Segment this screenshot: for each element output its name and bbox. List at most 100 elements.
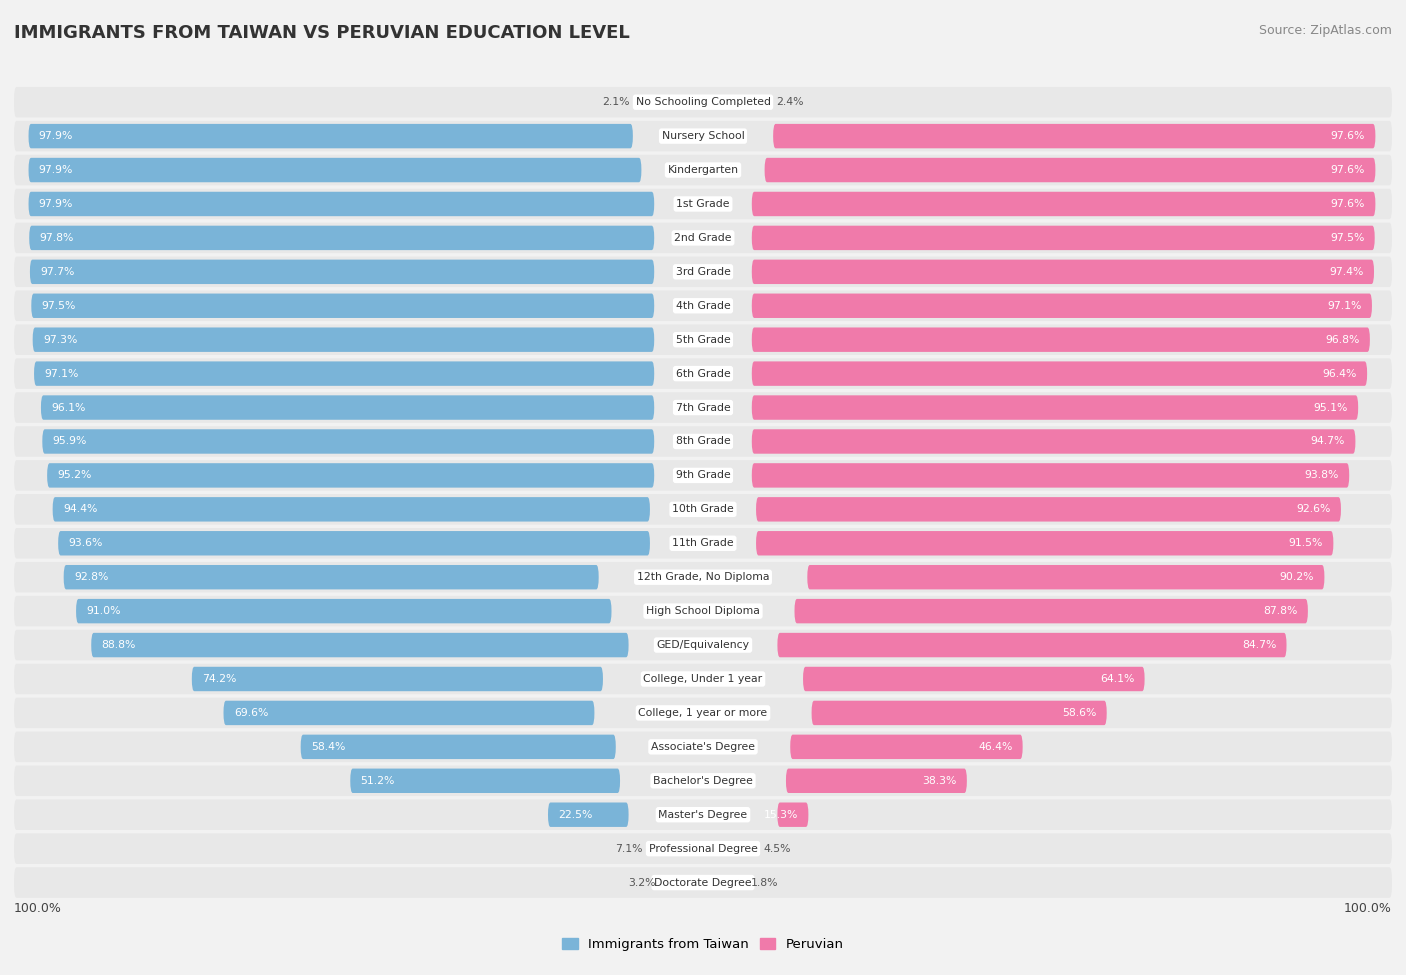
Text: 2.1%: 2.1% xyxy=(602,98,630,107)
FancyBboxPatch shape xyxy=(91,633,628,657)
FancyBboxPatch shape xyxy=(30,259,654,284)
FancyBboxPatch shape xyxy=(14,121,1392,151)
Text: 2.4%: 2.4% xyxy=(776,98,804,107)
FancyBboxPatch shape xyxy=(14,834,1392,864)
FancyBboxPatch shape xyxy=(28,124,633,148)
Text: 95.1%: 95.1% xyxy=(1313,403,1348,412)
FancyBboxPatch shape xyxy=(14,765,1392,796)
Text: 87.8%: 87.8% xyxy=(1263,606,1298,616)
Text: 58.6%: 58.6% xyxy=(1062,708,1097,718)
FancyBboxPatch shape xyxy=(752,362,1367,386)
FancyBboxPatch shape xyxy=(52,497,650,522)
FancyBboxPatch shape xyxy=(14,698,1392,728)
Text: 7.1%: 7.1% xyxy=(614,843,643,854)
Text: Nursery School: Nursery School xyxy=(662,131,744,141)
Text: 97.8%: 97.8% xyxy=(39,233,75,243)
Text: 1.8%: 1.8% xyxy=(751,878,779,887)
Text: 91.0%: 91.0% xyxy=(86,606,121,616)
FancyBboxPatch shape xyxy=(14,800,1392,830)
FancyBboxPatch shape xyxy=(14,494,1392,525)
Text: Source: ZipAtlas.com: Source: ZipAtlas.com xyxy=(1258,24,1392,37)
FancyBboxPatch shape xyxy=(30,225,654,251)
Text: 97.4%: 97.4% xyxy=(1329,267,1364,277)
FancyBboxPatch shape xyxy=(32,328,654,352)
Text: 93.8%: 93.8% xyxy=(1305,470,1339,481)
Text: Professional Degree: Professional Degree xyxy=(648,843,758,854)
Text: Bachelor's Degree: Bachelor's Degree xyxy=(652,776,754,786)
Text: 100.0%: 100.0% xyxy=(14,902,62,915)
Text: High School Diploma: High School Diploma xyxy=(647,606,759,616)
FancyBboxPatch shape xyxy=(773,124,1375,148)
Text: 8th Grade: 8th Grade xyxy=(676,437,730,447)
FancyBboxPatch shape xyxy=(752,225,1375,251)
Text: 94.4%: 94.4% xyxy=(63,504,97,515)
Text: 95.9%: 95.9% xyxy=(52,437,87,447)
FancyBboxPatch shape xyxy=(752,259,1374,284)
FancyBboxPatch shape xyxy=(14,868,1392,898)
FancyBboxPatch shape xyxy=(548,802,628,827)
FancyBboxPatch shape xyxy=(794,599,1308,623)
FancyBboxPatch shape xyxy=(48,463,654,488)
FancyBboxPatch shape xyxy=(14,562,1392,593)
FancyBboxPatch shape xyxy=(14,155,1392,185)
Text: 97.6%: 97.6% xyxy=(1330,199,1365,209)
FancyBboxPatch shape xyxy=(14,359,1392,389)
Text: 4.5%: 4.5% xyxy=(763,843,792,854)
FancyBboxPatch shape xyxy=(14,664,1392,694)
Text: College, 1 year or more: College, 1 year or more xyxy=(638,708,768,718)
FancyBboxPatch shape xyxy=(14,325,1392,355)
FancyBboxPatch shape xyxy=(28,192,654,216)
Text: 100.0%: 100.0% xyxy=(1344,902,1392,915)
FancyBboxPatch shape xyxy=(14,596,1392,626)
FancyBboxPatch shape xyxy=(752,429,1355,453)
Text: 84.7%: 84.7% xyxy=(1241,640,1277,650)
Text: 1st Grade: 1st Grade xyxy=(676,199,730,209)
Text: 6th Grade: 6th Grade xyxy=(676,369,730,378)
Text: 46.4%: 46.4% xyxy=(979,742,1012,752)
FancyBboxPatch shape xyxy=(803,667,1144,691)
Text: 74.2%: 74.2% xyxy=(202,674,236,684)
FancyBboxPatch shape xyxy=(14,426,1392,456)
FancyBboxPatch shape xyxy=(14,291,1392,321)
FancyBboxPatch shape xyxy=(31,293,654,318)
FancyBboxPatch shape xyxy=(14,460,1392,490)
FancyBboxPatch shape xyxy=(42,429,654,453)
Text: 5th Grade: 5th Grade xyxy=(676,334,730,345)
Text: College, Under 1 year: College, Under 1 year xyxy=(644,674,762,684)
Text: Master's Degree: Master's Degree xyxy=(658,809,748,820)
FancyBboxPatch shape xyxy=(58,531,650,556)
FancyBboxPatch shape xyxy=(756,497,1341,522)
FancyBboxPatch shape xyxy=(752,192,1375,216)
Legend: Immigrants from Taiwan, Peruvian: Immigrants from Taiwan, Peruvian xyxy=(557,933,849,956)
Text: 97.7%: 97.7% xyxy=(41,267,75,277)
FancyBboxPatch shape xyxy=(350,768,620,793)
FancyBboxPatch shape xyxy=(28,158,641,182)
Text: 90.2%: 90.2% xyxy=(1279,572,1315,582)
Text: 92.6%: 92.6% xyxy=(1296,504,1330,515)
Text: Associate's Degree: Associate's Degree xyxy=(651,742,755,752)
FancyBboxPatch shape xyxy=(41,395,654,420)
Text: 2nd Grade: 2nd Grade xyxy=(675,233,731,243)
Text: 88.8%: 88.8% xyxy=(101,640,136,650)
Text: 58.4%: 58.4% xyxy=(311,742,346,752)
FancyBboxPatch shape xyxy=(765,158,1375,182)
Text: 7th Grade: 7th Grade xyxy=(676,403,730,412)
Text: 12th Grade, No Diploma: 12th Grade, No Diploma xyxy=(637,572,769,582)
Text: 15.3%: 15.3% xyxy=(763,809,799,820)
FancyBboxPatch shape xyxy=(786,768,967,793)
Text: 97.5%: 97.5% xyxy=(42,300,76,311)
Text: 96.8%: 96.8% xyxy=(1326,334,1360,345)
FancyBboxPatch shape xyxy=(63,565,599,590)
Text: 97.5%: 97.5% xyxy=(1330,233,1364,243)
Text: 97.3%: 97.3% xyxy=(44,334,77,345)
FancyBboxPatch shape xyxy=(14,222,1392,254)
FancyBboxPatch shape xyxy=(224,701,595,725)
Text: 22.5%: 22.5% xyxy=(558,809,593,820)
FancyBboxPatch shape xyxy=(752,463,1350,488)
Text: 10th Grade: 10th Grade xyxy=(672,504,734,515)
Text: 4th Grade: 4th Grade xyxy=(676,300,730,311)
Text: GED/Equivalency: GED/Equivalency xyxy=(657,640,749,650)
Text: 3.2%: 3.2% xyxy=(627,878,655,887)
Text: Doctorate Degree: Doctorate Degree xyxy=(654,878,752,887)
Text: IMMIGRANTS FROM TAIWAN VS PERUVIAN EDUCATION LEVEL: IMMIGRANTS FROM TAIWAN VS PERUVIAN EDUCA… xyxy=(14,24,630,42)
